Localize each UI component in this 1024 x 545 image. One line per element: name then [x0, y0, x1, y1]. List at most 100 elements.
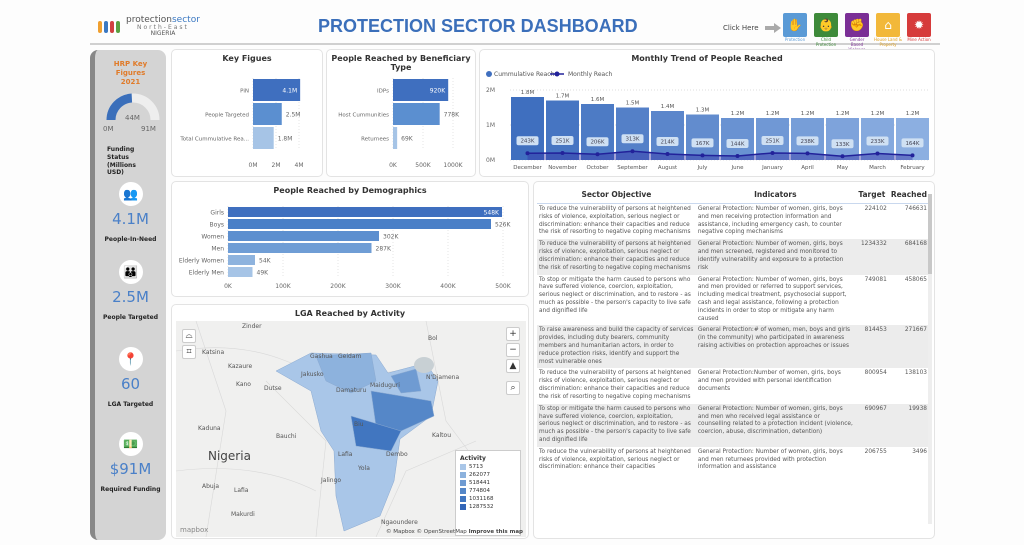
legend-item[interactable]: 5713	[460, 464, 516, 470]
bar[interactable]	[393, 103, 440, 125]
bar[interactable]	[253, 79, 301, 101]
area-button-house-land-property[interactable]: ⌂	[876, 13, 900, 37]
stat-value: 60	[120, 375, 141, 393]
monthly-point[interactable]	[875, 151, 880, 156]
category-label: Host Cummunities	[338, 113, 389, 119]
bar-cumulative[interactable]	[581, 104, 614, 160]
data-label: 287K	[376, 246, 392, 253]
rect-select-icon[interactable]: ⌗	[182, 345, 196, 359]
legend-item[interactable]: 1287532	[460, 504, 516, 510]
monthly-point[interactable]	[525, 151, 530, 156]
monthly-point[interactable]	[805, 151, 810, 156]
table-row[interactable]: To raise awareness and build the capacit…	[537, 325, 929, 369]
monthly-point[interactable]	[700, 153, 705, 158]
data-label: 4.1M	[282, 88, 297, 95]
table-row[interactable]: To stop or mitigate the harm caused to p…	[537, 403, 929, 447]
objectives-table: Sector Objective Indicators Target Reach…	[537, 188, 929, 474]
table-row[interactable]: To reduce the vulnerability of persons a…	[537, 447, 929, 474]
zoom-out-button[interactable]: −	[506, 343, 520, 357]
cell-indicator: General Protection:# of women, men, boys…	[695, 325, 855, 369]
bar[interactable]	[228, 231, 379, 241]
improve-map-link[interactable]: Improve this map	[468, 529, 523, 535]
bar[interactable]	[393, 79, 449, 101]
attribution-text[interactable]: © Mapbox © OpenStreetMap	[386, 529, 467, 535]
data-label: 214K	[660, 140, 674, 146]
table-row[interactable]: To stop or mitigate the harm caused to p…	[537, 275, 929, 326]
bar[interactable]	[228, 219, 491, 229]
bar-cumulative[interactable]	[826, 118, 859, 160]
data-label: 251K	[765, 138, 779, 144]
table-row[interactable]: To reduce the vulnerability of persons a…	[537, 239, 929, 275]
data-label-box	[656, 137, 679, 147]
map-label: Yola	[358, 465, 370, 472]
area-label: Child Protection	[815, 37, 837, 47]
bar-cumulative[interactable]	[651, 111, 684, 160]
legend-item[interactable]: 262077	[460, 472, 516, 478]
stat-label: People Targeted	[102, 314, 159, 321]
map-label: Damaturu	[336, 387, 367, 394]
lasso-select-icon[interactable]: ⌓	[182, 329, 196, 343]
bar-cumulative[interactable]	[511, 97, 544, 160]
legend-item[interactable]: 1031168	[460, 496, 516, 502]
bar[interactable]	[253, 127, 274, 149]
bar-cumulative[interactable]	[546, 100, 579, 161]
monthly-point[interactable]	[595, 152, 600, 157]
table-scrollbar[interactable]	[928, 194, 932, 524]
lga-map[interactable]: Zinder Katsina Kazaure Kano Dutse Gashua…	[176, 321, 526, 537]
beneficiary-type-panel: People Reached by Beneficiary Type 0K 500…	[326, 49, 476, 177]
map-label: Zinder	[242, 323, 262, 330]
compass-button[interactable]: ▲	[506, 359, 520, 373]
table-row[interactable]: To reduce the vulnerability of persons a…	[537, 368, 929, 403]
legend-item[interactable]: 518441	[460, 480, 516, 486]
cell-target: 749081	[864, 276, 887, 283]
map-region-borno[interactable]	[370, 390, 435, 432]
monthly-point[interactable]	[630, 149, 635, 154]
bar[interactable]	[228, 255, 255, 265]
monthly-point[interactable]	[770, 150, 775, 155]
gauge-value: 44M	[125, 114, 140, 122]
x-tick-label: January	[761, 165, 784, 171]
data-label: 920K	[430, 88, 446, 95]
bar[interactable]	[228, 267, 253, 277]
child-protection-icon: 👶	[818, 18, 834, 32]
map-attribution[interactable]: © Mapbox © OpenStreetMap Improve this ma…	[386, 529, 523, 535]
monthly-point[interactable]	[560, 150, 565, 155]
map-label: Jakusko	[301, 371, 324, 378]
monthly-point[interactable]	[910, 153, 915, 158]
area-button-gender-based-violence[interactable]: ✊	[845, 13, 869, 37]
data-label-box	[796, 136, 819, 146]
monthly-point[interactable]	[735, 153, 740, 158]
col-target[interactable]: Target	[854, 188, 889, 204]
scrollbar-thumb[interactable]	[928, 194, 932, 274]
map-label: Kano	[236, 381, 251, 388]
data-label: 313K	[625, 137, 639, 143]
map-legend: Activity 5713 262077 518441 774804 1031168 12…	[455, 450, 521, 536]
table-row[interactable]: To reduce the vulnerability of persons a…	[537, 204, 929, 240]
monthly-point[interactable]	[665, 152, 670, 157]
map-region-lake[interactable]	[390, 368, 422, 394]
bar[interactable]	[228, 207, 502, 217]
search-map-icon[interactable]: ⌕	[506, 381, 520, 395]
area-button-child-protection[interactable]: 👶	[814, 13, 838, 37]
zoom-in-button[interactable]: +	[506, 327, 520, 341]
map-label: Kaltou	[432, 432, 451, 439]
legend-item[interactable]: 774804	[460, 488, 516, 494]
bar[interactable]	[253, 103, 282, 125]
monthly-point[interactable]	[840, 154, 845, 159]
map-region-yobe[interactable]	[315, 352, 377, 394]
col-sector-objective[interactable]: Sector Objective	[537, 188, 696, 204]
map-region-central[interactable]	[350, 415, 402, 452]
area-button-protection[interactable]: ✋	[783, 13, 807, 37]
demographics-panel: People Reached by Demographics 0K 100K 200…	[171, 181, 529, 297]
data-label: 526K	[495, 222, 511, 229]
legend-label: 774804	[469, 488, 490, 494]
bar-cumulative[interactable]	[686, 114, 719, 161]
hrp-key-figures-sidebar: HRP Key Figures 2021 44M 0M 91M Funding …	[90, 50, 166, 540]
col-reached[interactable]: Reached	[888, 188, 929, 204]
area-button-mine-action[interactable]: ✹	[907, 13, 931, 37]
bar[interactable]	[228, 243, 372, 253]
bar[interactable]	[393, 127, 398, 149]
col-indicators[interactable]: Indicators	[695, 188, 855, 204]
area-label: House Land & Property	[874, 37, 902, 47]
legend-swatch	[460, 496, 466, 502]
